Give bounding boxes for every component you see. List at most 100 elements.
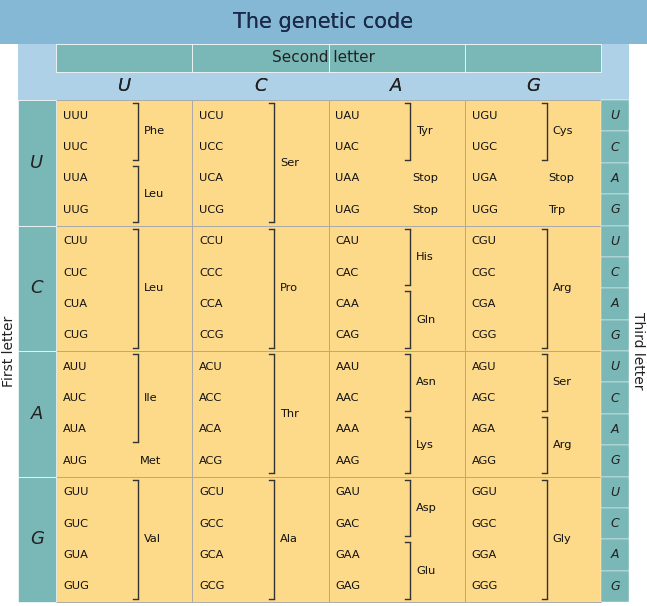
Bar — [601, 476, 629, 508]
Text: His: His — [416, 252, 434, 262]
Bar — [192, 476, 329, 602]
Text: GAG: GAG — [336, 581, 360, 591]
Text: A: A — [31, 405, 43, 423]
Text: CUA: CUA — [63, 299, 87, 309]
Text: Trp: Trp — [549, 205, 565, 215]
Text: CGA: CGA — [472, 299, 496, 309]
Text: Phe: Phe — [144, 127, 165, 136]
Bar — [192, 100, 329, 225]
Bar — [601, 132, 629, 163]
Text: U: U — [610, 235, 620, 248]
Bar — [601, 445, 629, 476]
Text: GGC: GGC — [472, 519, 497, 528]
Bar — [601, 571, 629, 602]
Text: UAU: UAU — [336, 111, 360, 121]
Bar — [465, 476, 601, 602]
Text: Pro: Pro — [280, 283, 298, 293]
Text: G: G — [30, 530, 44, 548]
Text: The genetic code: The genetic code — [234, 12, 413, 32]
Text: Ser: Ser — [553, 378, 571, 387]
Bar — [56, 476, 192, 602]
Text: C: C — [611, 517, 619, 530]
Text: G: G — [610, 329, 620, 342]
Text: Lys: Lys — [416, 440, 434, 450]
Bar — [601, 257, 629, 288]
Bar — [56, 44, 192, 72]
Text: U: U — [610, 360, 620, 373]
Text: C: C — [611, 391, 619, 405]
Bar — [601, 100, 629, 132]
Text: CAC: CAC — [336, 268, 358, 278]
Text: UUA: UUA — [63, 173, 87, 184]
Text: Stop: Stop — [412, 205, 438, 215]
Text: UGU: UGU — [472, 111, 498, 121]
Text: UAC: UAC — [336, 142, 359, 152]
Bar — [18, 351, 56, 476]
Text: G: G — [526, 77, 540, 95]
Text: UGC: UGC — [472, 142, 497, 152]
Bar — [601, 414, 629, 445]
Bar — [0, 0, 647, 44]
Text: AGA: AGA — [472, 424, 496, 435]
Text: CGU: CGU — [472, 236, 497, 246]
Text: Ala: Ala — [280, 534, 298, 544]
Text: AAC: AAC — [336, 393, 359, 403]
Text: Ser: Ser — [280, 158, 299, 168]
Bar — [18, 476, 56, 602]
Text: GGA: GGA — [472, 550, 497, 560]
Text: UUC: UUC — [63, 142, 87, 152]
Bar — [601, 132, 629, 163]
Text: GGG: GGG — [472, 581, 498, 591]
Bar — [329, 44, 465, 72]
Text: GAC: GAC — [336, 519, 360, 528]
Text: UUG: UUG — [63, 205, 89, 215]
Text: U: U — [30, 154, 43, 171]
Text: C: C — [611, 391, 619, 405]
Text: CCC: CCC — [199, 268, 223, 278]
Text: Met: Met — [140, 456, 161, 466]
Text: U: U — [610, 109, 620, 122]
Text: C: C — [254, 77, 267, 95]
Bar — [601, 163, 629, 194]
Text: G: G — [610, 203, 620, 216]
Text: Ile: Ile — [144, 393, 157, 403]
Text: C: C — [611, 266, 619, 279]
Bar — [465, 351, 601, 476]
Text: AGU: AGU — [472, 362, 496, 371]
Text: Stop: Stop — [412, 173, 438, 184]
Bar — [18, 351, 56, 476]
Text: GUA: GUA — [63, 550, 88, 560]
Bar — [192, 44, 329, 72]
Bar — [601, 319, 629, 351]
Text: C: C — [611, 517, 619, 530]
Text: Stop: Stop — [549, 173, 575, 184]
Bar — [601, 163, 629, 194]
Bar — [601, 319, 629, 351]
Text: A: A — [390, 77, 403, 95]
Text: Asn: Asn — [416, 378, 437, 387]
Bar — [601, 508, 629, 539]
Text: GUG: GUG — [63, 581, 89, 591]
Text: Third letter: Third letter — [631, 312, 645, 390]
Bar — [601, 571, 629, 602]
Text: U: U — [30, 154, 43, 171]
Text: AAA: AAA — [336, 424, 360, 435]
Text: GAU: GAU — [336, 487, 360, 497]
Text: A: A — [31, 405, 43, 423]
Text: Gly: Gly — [553, 534, 571, 544]
Text: Second letter: Second letter — [272, 50, 375, 65]
Text: G: G — [610, 454, 620, 467]
Text: A: A — [390, 77, 403, 95]
Text: GUC: GUC — [63, 519, 88, 528]
Text: AGC: AGC — [472, 393, 496, 403]
Text: G: G — [526, 77, 540, 95]
Bar — [18, 100, 56, 225]
Bar — [0, 0, 647, 44]
Text: CGC: CGC — [472, 268, 496, 278]
Bar — [18, 225, 56, 351]
Text: U: U — [610, 485, 620, 499]
Text: ACA: ACA — [199, 424, 223, 435]
Text: GAA: GAA — [336, 550, 360, 560]
Text: AUA: AUA — [63, 424, 87, 435]
Text: CGG: CGG — [472, 330, 497, 341]
